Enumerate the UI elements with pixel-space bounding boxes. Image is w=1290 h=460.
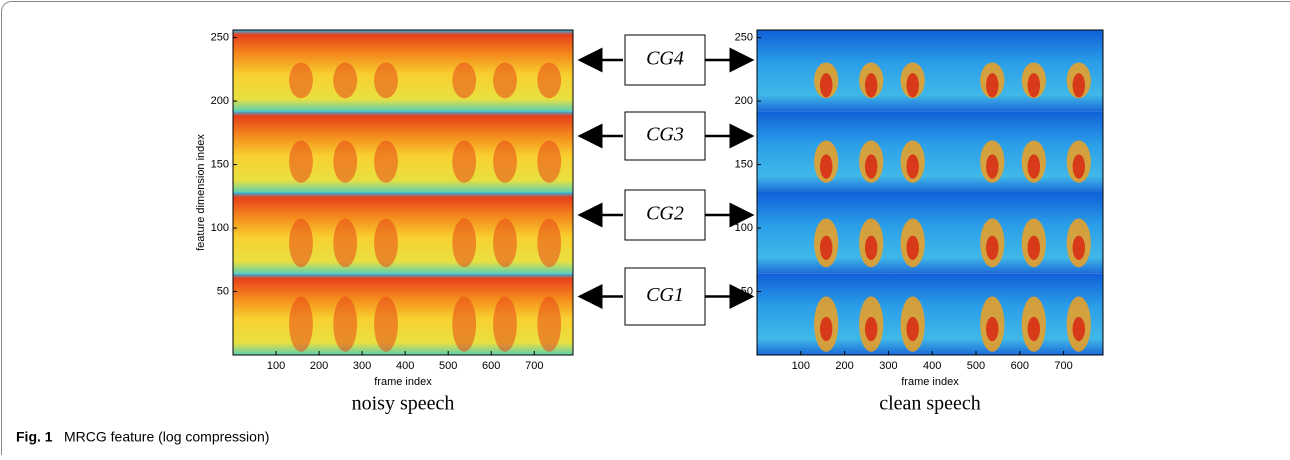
speech-core bbox=[906, 236, 918, 260]
speech-blob bbox=[374, 297, 398, 352]
speech-blob bbox=[452, 141, 476, 183]
speech-core bbox=[1073, 317, 1085, 341]
speech-core bbox=[820, 154, 832, 178]
x-tick-label: 300 bbox=[353, 360, 371, 372]
panel-title: noisy speech bbox=[352, 393, 455, 415]
speech-core bbox=[986, 73, 998, 97]
speech-core bbox=[1028, 236, 1040, 260]
y-tick-label: 150 bbox=[735, 158, 753, 170]
heatmap-band bbox=[757, 193, 1103, 274]
speech-blob bbox=[289, 141, 313, 183]
y-tick-label: 250 bbox=[211, 32, 229, 44]
x-tick-label: 600 bbox=[482, 360, 500, 372]
speech-core bbox=[865, 73, 877, 97]
speech-core bbox=[906, 73, 918, 97]
speech-blob bbox=[493, 63, 517, 99]
speech-core bbox=[986, 154, 998, 178]
speech-blob bbox=[333, 63, 357, 99]
speech-core bbox=[1073, 154, 1085, 178]
speech-blob bbox=[289, 63, 313, 99]
speech-blob bbox=[452, 219, 476, 268]
x-tick-label: 100 bbox=[267, 360, 285, 372]
heatmap-band bbox=[233, 274, 573, 355]
caption-text: MRCG feature (log compression) bbox=[64, 429, 269, 445]
x-tick-label: 400 bbox=[396, 360, 414, 372]
x-tick-label: 200 bbox=[310, 360, 328, 372]
speech-blob bbox=[493, 219, 517, 268]
speech-blob bbox=[289, 219, 313, 268]
speech-blob bbox=[537, 297, 561, 352]
heatmap-band bbox=[757, 30, 1103, 111]
speech-blob bbox=[333, 141, 357, 183]
group-label: CG2 bbox=[646, 203, 684, 225]
speech-core bbox=[986, 236, 998, 260]
speech-blob bbox=[452, 63, 476, 99]
speech-core bbox=[1073, 73, 1085, 97]
speech-core bbox=[865, 154, 877, 178]
speech-blob bbox=[537, 141, 561, 183]
heatmap-band bbox=[233, 30, 573, 111]
speech-core bbox=[906, 154, 918, 178]
group-label: CG3 bbox=[646, 124, 684, 146]
x-axis-label: frame index bbox=[374, 376, 432, 388]
speech-core bbox=[1028, 73, 1040, 97]
speech-blob bbox=[374, 63, 398, 99]
speech-core bbox=[1028, 154, 1040, 178]
heatmap-band bbox=[233, 193, 573, 274]
x-tick-label: 100 bbox=[792, 360, 810, 372]
group-labels: CG4 CG3 CG2 CG1 bbox=[580, 35, 752, 325]
heatmap-band bbox=[757, 111, 1103, 192]
x-tick-label: 400 bbox=[923, 360, 941, 372]
heatmap-band bbox=[233, 111, 573, 192]
speech-blob bbox=[333, 297, 357, 352]
x-axis-label: frame index bbox=[901, 376, 959, 388]
speech-blob bbox=[374, 219, 398, 268]
speech-core bbox=[820, 317, 832, 341]
speech-blob bbox=[493, 141, 517, 183]
speech-blob bbox=[537, 63, 561, 99]
x-tick-label: 600 bbox=[1011, 360, 1029, 372]
speech-blob bbox=[333, 219, 357, 268]
panel: 100 200 300 400 500 600 700 50 100 150 200 250 frame… bbox=[195, 30, 573, 415]
x-tick-label: 300 bbox=[879, 360, 897, 372]
figure: 100 200 300 400 500 600 700 50 100 150 200 250 frame… bbox=[0, 0, 1290, 455]
x-tick-label: 500 bbox=[439, 360, 457, 372]
x-tick-label: 700 bbox=[1054, 360, 1072, 372]
speech-blob bbox=[537, 219, 561, 268]
speech-blob bbox=[452, 297, 476, 352]
speech-blob bbox=[374, 141, 398, 183]
speech-blob bbox=[289, 297, 313, 352]
group-label: CG4 bbox=[646, 48, 684, 70]
y-tick-label: 150 bbox=[211, 158, 229, 170]
speech-core bbox=[986, 317, 998, 341]
speech-core bbox=[820, 236, 832, 260]
speech-core bbox=[906, 317, 918, 341]
speech-core bbox=[820, 73, 832, 97]
x-tick-label: 700 bbox=[525, 360, 543, 372]
y-tick-label: 50 bbox=[217, 285, 229, 297]
y-tick-label: 200 bbox=[735, 95, 753, 107]
y-tick-label: 100 bbox=[211, 222, 229, 234]
group-label: CG1 bbox=[646, 284, 684, 306]
y-tick-label: 100 bbox=[735, 222, 753, 234]
speech-core bbox=[865, 317, 877, 341]
x-tick-label: 200 bbox=[835, 360, 853, 372]
heatmap-band bbox=[757, 274, 1103, 355]
y-tick-label: 200 bbox=[211, 95, 229, 107]
x-tick-label: 500 bbox=[967, 360, 985, 372]
speech-blob bbox=[493, 297, 517, 352]
caption-label: Fig. 1 bbox=[16, 429, 53, 445]
panel-title: clean speech bbox=[879, 393, 981, 415]
y-axis-label: feature dimension index bbox=[195, 134, 207, 251]
y-tick-label: 250 bbox=[735, 32, 753, 44]
speech-core bbox=[1073, 236, 1085, 260]
speech-core bbox=[865, 236, 877, 260]
speech-core bbox=[1028, 317, 1040, 341]
